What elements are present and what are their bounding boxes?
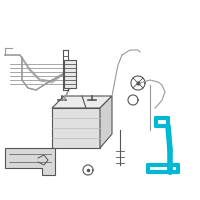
- Polygon shape: [5, 148, 55, 175]
- Polygon shape: [64, 60, 76, 88]
- Polygon shape: [52, 96, 112, 108]
- Polygon shape: [100, 96, 112, 148]
- Polygon shape: [52, 108, 100, 148]
